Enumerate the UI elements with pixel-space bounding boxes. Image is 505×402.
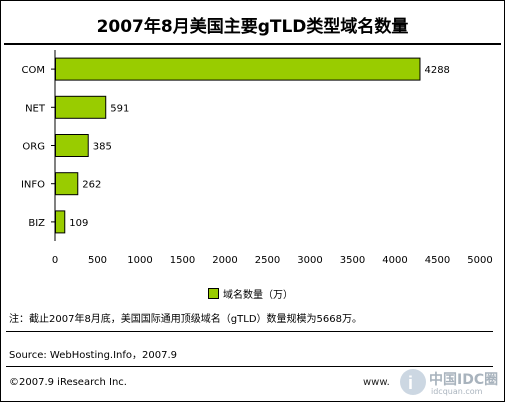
x-tick-label: 3000 <box>297 255 322 266</box>
copyright-text: ©2007.9 iResearch Inc. <box>9 377 127 388</box>
legend-swatch <box>208 288 219 299</box>
legend: 域名数量（万） <box>208 286 293 301</box>
x-tick-label: 1000 <box>127 255 152 266</box>
data-label: 262 <box>82 180 101 191</box>
category-label: NET <box>25 103 46 114</box>
bar-biz <box>55 210 66 234</box>
plot-area: COM 4288 NET 591 ORG 385 INFO 262 BIZ 109 0 500 1000… <box>21 50 493 266</box>
watermark-subtext: idcquan.com <box>431 387 483 396</box>
x-tick-label: 0 <box>52 255 58 266</box>
x-tick-label: 2000 <box>212 255 237 266</box>
bar-com <box>55 57 421 81</box>
x-tick-label: 1500 <box>170 255 195 266</box>
site-url: www. <box>363 377 390 388</box>
x-tick-label: 3500 <box>340 255 365 266</box>
x-tick-label: 2500 <box>255 255 280 266</box>
chart-title: 2007年8月美国主要gTLD类型域名数量 <box>96 17 409 37</box>
category-label: BIZ <box>28 218 45 229</box>
footnote-divider <box>6 331 493 332</box>
x-tick-label: 5000 <box>467 255 492 266</box>
title-divider <box>4 43 501 45</box>
watermark-logo-icon: i <box>400 369 426 395</box>
watermark-text: 中国IDC圈 <box>429 372 499 388</box>
data-label: 109 <box>69 218 88 229</box>
bar-chart: COM 4288 NET 591 ORG 385 INFO 262 BIZ 109 0 500 1000… <box>21 50 493 266</box>
x-tick-label: 4500 <box>425 255 450 266</box>
source-text: Source: WebHosting.Info，2007.9 <box>9 350 178 361</box>
category-label: INFO <box>21 180 45 191</box>
data-label: 385 <box>93 142 112 153</box>
category-label: COM <box>22 65 45 76</box>
legend-label: 域名数量（万） <box>223 290 293 301</box>
category-label: ORG <box>22 142 45 153</box>
data-label: 591 <box>110 103 129 114</box>
bar-net <box>55 95 107 119</box>
bar-org <box>55 134 89 157</box>
bar-info <box>55 172 79 196</box>
svg-text:i: i <box>408 373 413 393</box>
data-label: 4288 <box>424 65 449 76</box>
x-tick-label: 4000 <box>382 255 407 266</box>
x-tick-label: 500 <box>88 255 107 266</box>
footnote: 注：截止2007年8月底，美国国际通用顶级域名（gTLD）数量规模为5668万。 <box>9 314 362 325</box>
source-divider <box>6 366 493 367</box>
